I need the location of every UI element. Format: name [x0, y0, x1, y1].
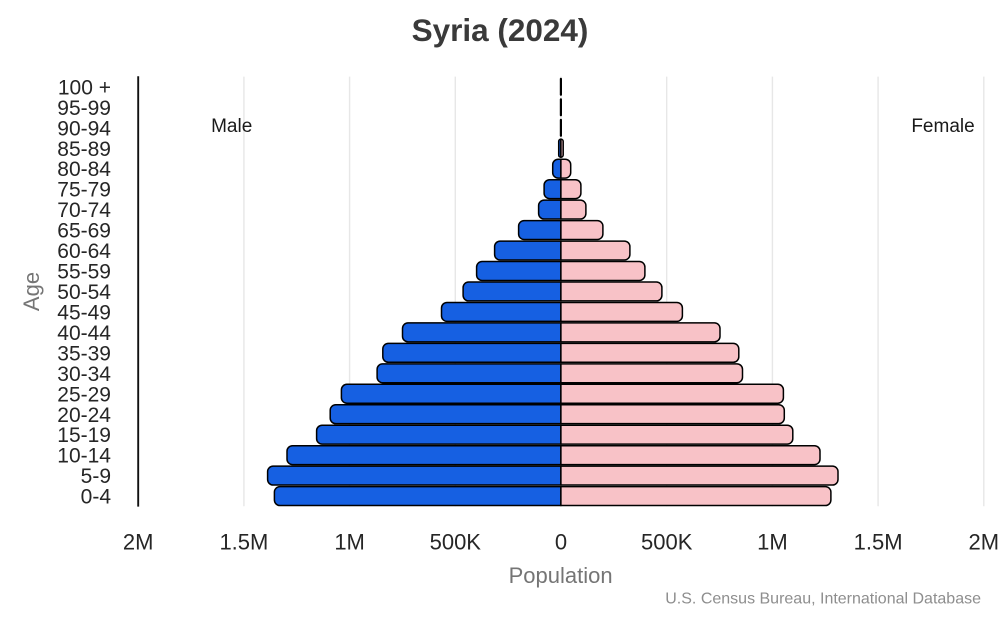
svg-text:1.5M: 1.5M	[854, 529, 903, 554]
svg-text:Population: Population	[509, 563, 613, 588]
svg-text:Age: Age	[19, 272, 44, 311]
svg-text:50-54: 50-54	[57, 281, 111, 304]
svg-text:1M: 1M	[334, 529, 365, 554]
svg-text:20-24: 20-24	[57, 404, 111, 427]
svg-text:40-44: 40-44	[57, 322, 111, 345]
svg-text:1.5M: 1.5M	[219, 529, 268, 554]
svg-text:60-64: 60-64	[57, 240, 111, 263]
svg-text:1M: 1M	[757, 529, 788, 554]
svg-text:10-14: 10-14	[57, 445, 111, 468]
svg-text:35-39: 35-39	[57, 342, 111, 365]
svg-text:Male: Male	[211, 116, 252, 137]
svg-text:95-99: 95-99	[57, 97, 111, 120]
svg-text:0-4: 0-4	[81, 486, 112, 509]
svg-text:55-59: 55-59	[57, 261, 111, 284]
svg-text:5-9: 5-9	[81, 465, 111, 488]
svg-text:15-19: 15-19	[57, 424, 111, 447]
svg-text:U.S. Census Bureau, Internatio: U.S. Census Bureau, International Databa…	[665, 590, 981, 607]
svg-text:25-29: 25-29	[57, 383, 111, 406]
svg-text:100 +: 100 +	[58, 76, 111, 99]
svg-text:500K: 500K	[641, 529, 693, 554]
svg-text:500K: 500K	[430, 529, 482, 554]
svg-text:30-34: 30-34	[57, 363, 111, 386]
svg-text:2M: 2M	[123, 529, 154, 554]
svg-text:65-69: 65-69	[57, 220, 111, 243]
svg-text:90-94: 90-94	[57, 117, 111, 140]
svg-text:75-79: 75-79	[57, 179, 111, 202]
svg-text:85-89: 85-89	[57, 138, 111, 161]
svg-text:80-84: 80-84	[57, 158, 111, 181]
svg-text:Female: Female	[911, 116, 974, 137]
svg-text:0: 0	[555, 529, 567, 554]
svg-text:Syria (2024): Syria (2024)	[412, 12, 589, 48]
svg-text:45-49: 45-49	[57, 302, 111, 325]
svg-text:2M: 2M	[969, 529, 1000, 554]
svg-text:70-74: 70-74	[57, 199, 111, 222]
